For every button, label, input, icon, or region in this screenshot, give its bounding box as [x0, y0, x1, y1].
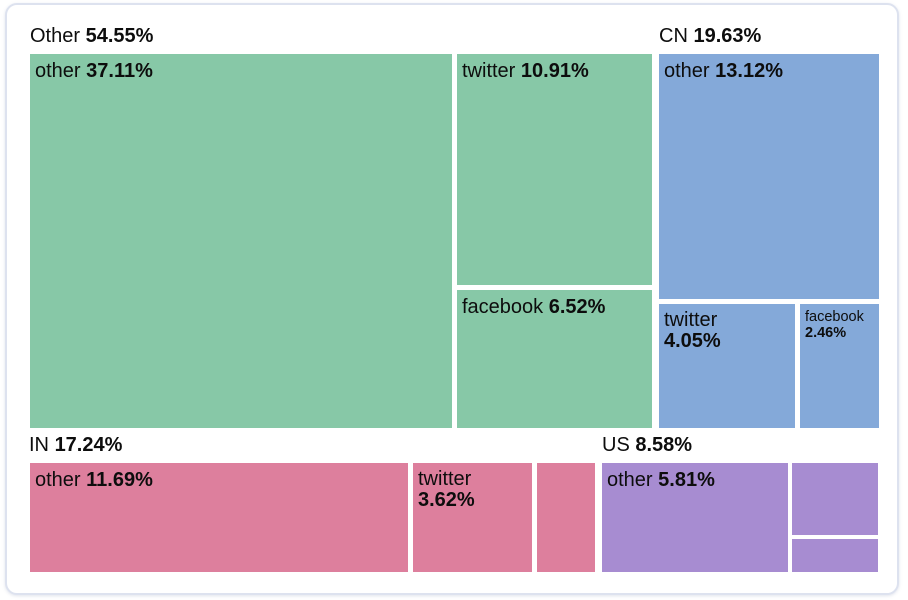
group-name: CN [659, 25, 688, 47]
group-percent: 54.55% [85, 25, 154, 47]
cell-label: other 37.11% [35, 60, 153, 82]
cell-label: facebook 2.46% [805, 309, 864, 341]
group-name: Other [30, 25, 81, 47]
group-label-us: US 8.58% [602, 435, 692, 455]
cell-label: twitter 3.62% [418, 468, 475, 511]
treemap-cell-us-other[interactable]: other 5.81% [602, 463, 788, 572]
group-label-in: IN 17.24% [29, 435, 122, 455]
treemap-cell-other-facebook[interactable]: facebook 6.52% [457, 290, 652, 428]
cell-label: facebook 6.52% [462, 296, 606, 318]
group-name: IN [29, 434, 49, 456]
group-label-other: Other 54.55% [30, 26, 153, 46]
treemap-cell-other-twitter[interactable]: twitter 10.91% [457, 54, 652, 285]
treemap-cell-us-twitter[interactable] [792, 463, 878, 535]
group-label-cn: CN 19.63% [659, 26, 761, 46]
treemap-cell-us-facebook[interactable] [792, 539, 878, 572]
treemap-cell-in-twitter[interactable]: twitter 3.62% [413, 463, 532, 572]
cell-label: other 13.12% [664, 60, 783, 82]
cell-label: twitter 4.05% [664, 309, 721, 352]
treemap-cell-cn-other[interactable]: other 13.12% [659, 54, 879, 299]
treemap-cell-cn-twitter[interactable]: twitter 4.05% [659, 304, 795, 428]
treemap-cell-in-facebook[interactable] [537, 463, 595, 572]
group-name: US [602, 434, 630, 456]
treemap-cell-cn-facebook[interactable]: facebook 2.46% [800, 304, 879, 428]
cell-label: twitter 10.91% [462, 60, 589, 82]
group-percent: 17.24% [54, 434, 123, 456]
treemap-cell-in-other[interactable]: other 11.69% [30, 463, 408, 572]
cell-label: other 5.81% [607, 469, 715, 491]
treemap-cell-other-other[interactable]: other 37.11% [30, 54, 452, 428]
group-percent: 8.58% [635, 434, 693, 456]
cell-label: other 11.69% [35, 469, 153, 491]
group-percent: 19.63% [693, 25, 762, 47]
